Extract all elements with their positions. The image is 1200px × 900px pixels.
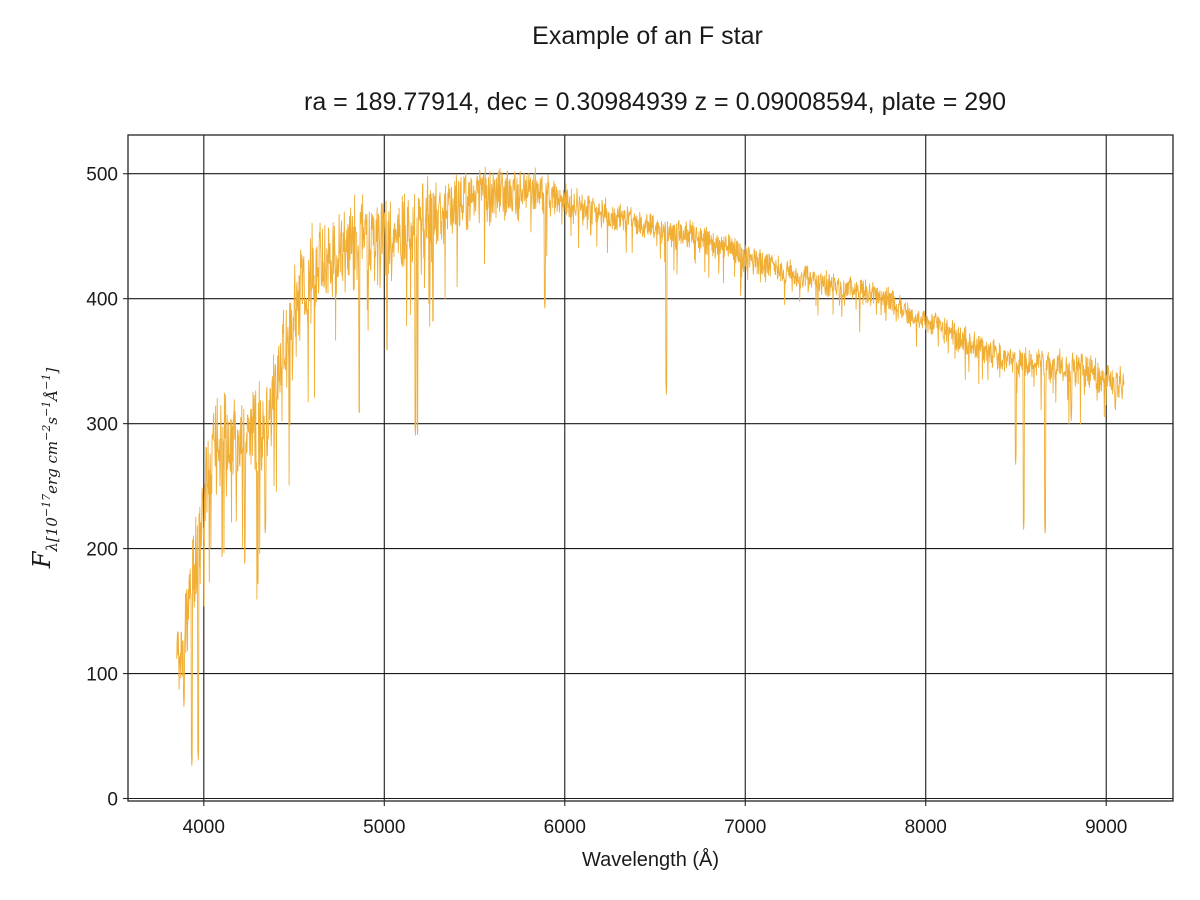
- y-tick-label: 400: [86, 290, 118, 311]
- spectrum-line: [176, 166, 1125, 766]
- ylabel-sup: −1: [40, 374, 53, 390]
- plot-area: [176, 166, 1125, 766]
- ylabel-sup: −1: [40, 401, 53, 417]
- x-tick-label: 8000: [905, 817, 947, 838]
- x-axis-label: Wavelength (Å): [582, 848, 719, 871]
- ylabel-sub: ]: [43, 368, 61, 375]
- y-axis-label: Fλ[10−17erg cm−2s−1Å−1]: [28, 368, 61, 570]
- ylabel-sub: erg cm: [43, 441, 61, 494]
- x-tick-label: 4000: [183, 817, 225, 838]
- chart-title: ra = 189.77914, dec = 0.30984939 z = 0.0…: [304, 88, 1006, 116]
- x-tick-label: 5000: [363, 817, 405, 838]
- ylabel-sup: −17: [40, 494, 53, 517]
- y-tick-label: 500: [86, 165, 118, 186]
- tick-labels: 4000 5000 6000 7000 8000 9000 0 100 200 300 400 500: [86, 165, 1127, 838]
- figure-suptitle: Example of an F star: [532, 22, 763, 50]
- ylabel-sup: −2: [40, 425, 53, 441]
- ylabel-sub: Å: [43, 390, 61, 403]
- x-tick-label: 9000: [1085, 817, 1127, 838]
- grid: [128, 135, 1173, 801]
- axes-frame: [127, 134, 1174, 802]
- y-tick-label: 200: [86, 540, 118, 561]
- x-tick-label: 6000: [544, 817, 586, 838]
- x-tick-label: 7000: [724, 817, 766, 838]
- ylabel-sub: s: [43, 417, 61, 425]
- y-tick-label: 300: [86, 415, 118, 436]
- ylabel-main: F: [28, 550, 56, 569]
- y-tick-label: 100: [86, 665, 118, 686]
- ylabel-sub: λ[10: [43, 517, 61, 553]
- y-tick-label: 0: [107, 790, 118, 811]
